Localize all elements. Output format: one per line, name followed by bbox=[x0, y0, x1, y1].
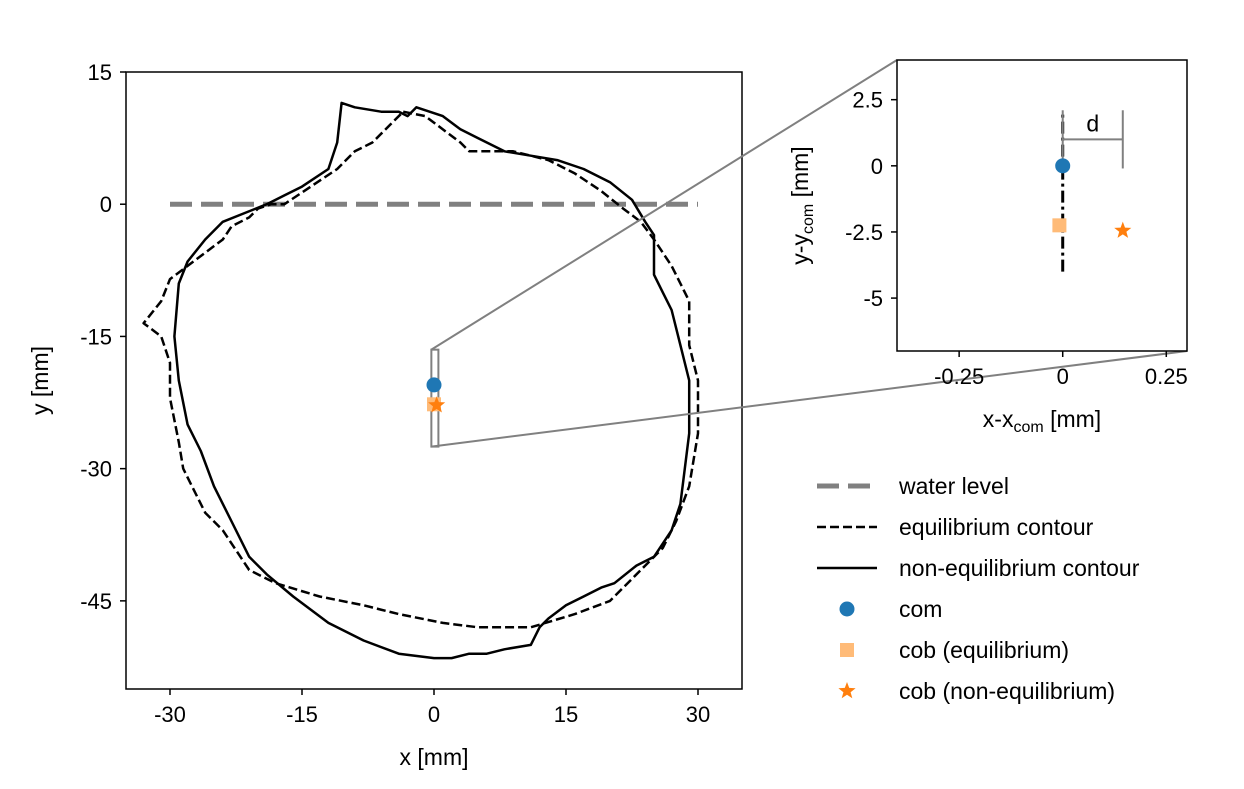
inset-cob-non-equilibrium-marker bbox=[1114, 221, 1132, 238]
inset-com-marker bbox=[1055, 158, 1071, 174]
inset-x-tick-label: -0.25 bbox=[934, 364, 984, 389]
inset-x-tick-label: 0.25 bbox=[1145, 364, 1188, 389]
main-y-ticks: 15 0 -15 -30 -45 bbox=[80, 60, 126, 614]
non-equilibrium-contour-line bbox=[173, 101, 691, 660]
inset-y-label-tail: [mm] bbox=[787, 146, 813, 204]
main-y-axis-label: y [mm] bbox=[27, 346, 53, 415]
zoom-connector-upper bbox=[430, 59, 898, 351]
legend-cob-equilibrium-label: cob (equilibrium) bbox=[899, 637, 1069, 663]
inset-x-tick-label: 0 bbox=[1057, 364, 1069, 389]
inset-points bbox=[1052, 158, 1132, 238]
main-x-tick-label: 0 bbox=[428, 702, 440, 727]
legend-cob-non-equilibrium-label: cob (non-equilibrium) bbox=[899, 678, 1115, 704]
main-x-tick-label: 15 bbox=[554, 702, 578, 727]
cob-non-equilibrium-marker bbox=[428, 396, 446, 413]
inset-cob-equilibrium-marker bbox=[1052, 218, 1067, 233]
main-y-tick-label: 15 bbox=[88, 60, 112, 85]
inset-x-label-sub: com bbox=[1013, 419, 1043, 436]
inset-y-tick-label: -5 bbox=[863, 286, 883, 311]
main-x-tick-label: -15 bbox=[286, 702, 318, 727]
inset-y-tick-label: -2.5 bbox=[845, 220, 883, 245]
main-y-tick-label: 0 bbox=[100, 192, 112, 217]
main-points bbox=[426, 377, 446, 413]
main-y-tick-label: -15 bbox=[80, 324, 112, 349]
inset-plot: -0.25 0 0.25 2.50-2.5-5 d x-xcom [mm] y-yc… bbox=[787, 59, 1188, 436]
legend-cob-non-equilibrium-swatch bbox=[838, 682, 856, 699]
inset-y-axis-label: y-ycom [mm] bbox=[787, 146, 817, 264]
inset-lines bbox=[1061, 110, 1124, 272]
inset-y-tick-label: 2.5 bbox=[852, 88, 883, 113]
inset-x-label-tail: [mm] bbox=[1044, 406, 1102, 432]
com-marker bbox=[426, 377, 442, 393]
zoom-connector-lower bbox=[431, 350, 1188, 448]
inset-y-label-main: y-y bbox=[787, 234, 813, 265]
distance-label: d bbox=[1086, 110, 1099, 136]
main-x-tick-label: 30 bbox=[686, 702, 710, 727]
legend-equilibrium-contour-label: equilibrium contour bbox=[899, 514, 1094, 540]
legend-non-equilibrium-contour-label: non-equilibrium contour bbox=[899, 555, 1140, 581]
inset-x-label-main: x-x bbox=[983, 406, 1014, 432]
main-series bbox=[142, 101, 700, 660]
legend: water level equilibrium contour non-equili… bbox=[817, 473, 1140, 704]
main-plot: -30 -15 0 15 30 15 0 -15 -30 -45 x [mm] y [mm] bbox=[27, 60, 743, 770]
legend-water-level-label: water level bbox=[898, 473, 1009, 499]
inset-plot-frame bbox=[896, 59, 1188, 352]
legend-cob-equilibrium-swatch bbox=[840, 643, 854, 657]
legend-com-swatch bbox=[839, 601, 855, 617]
equilibrium-contour-line bbox=[142, 110, 700, 629]
main-x-tick-label: -30 bbox=[154, 702, 186, 727]
legend-com-label: com bbox=[899, 596, 942, 622]
main-x-ticks: -30 -15 0 15 30 bbox=[154, 689, 710, 727]
main-x-axis-label: x [mm] bbox=[400, 744, 469, 770]
main-y-tick-label: -30 bbox=[80, 457, 112, 482]
inset-y-tick-label: 0 bbox=[871, 154, 883, 179]
inset-y-label-sub: com bbox=[800, 204, 817, 234]
inset-x-axis-label: x-xcom [mm] bbox=[983, 406, 1101, 436]
main-y-tick-label: -45 bbox=[80, 589, 112, 614]
inset-x-ticks: -0.25 0 0.25 bbox=[934, 351, 1188, 389]
zoom-connector-lines bbox=[430, 59, 1188, 448]
inset-y-ticks: 2.5 0 -2.5 -5 bbox=[845, 88, 897, 311]
